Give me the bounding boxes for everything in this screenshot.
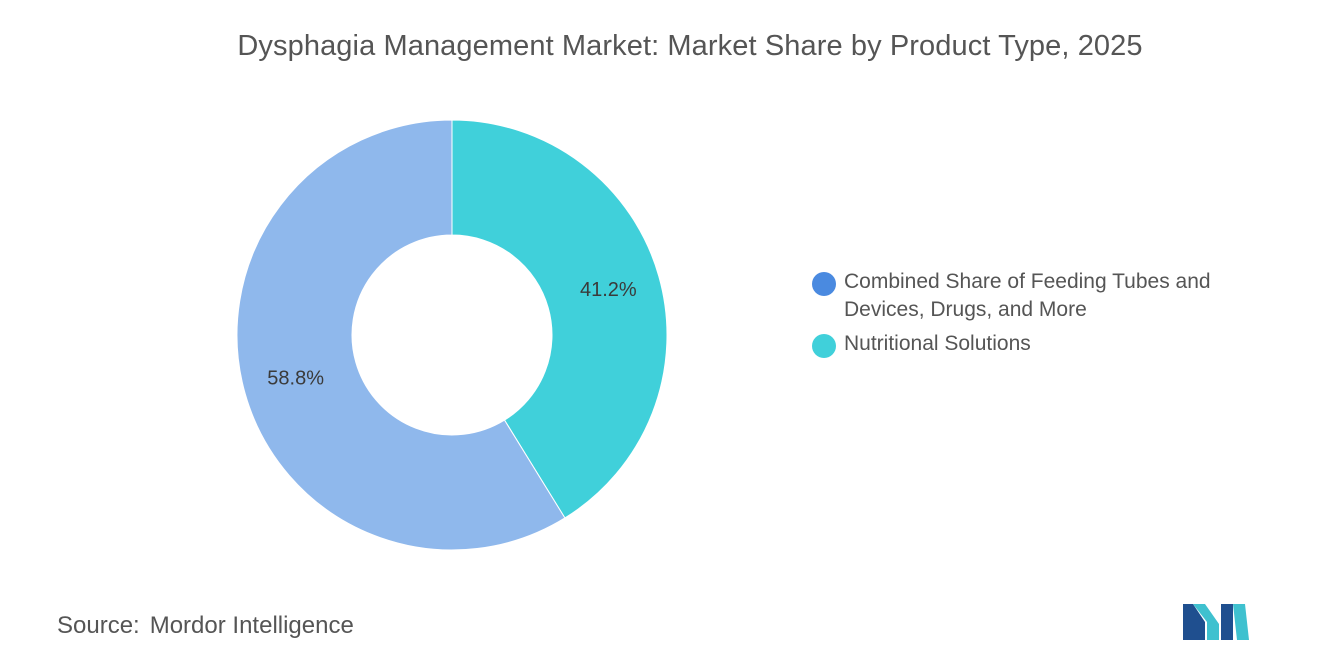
source-line: Source: Mordor Intelligence	[57, 612, 354, 640]
legend-swatch-nutritional-solutions	[812, 334, 836, 358]
legend-label-nutritional-solutions: Nutritional Solutions	[844, 332, 1031, 355]
source-key: Source:	[57, 612, 140, 639]
legend-item-nutritional-solutions: Nutritional Solutions	[812, 330, 1252, 358]
slice-feeding-tubes	[236, 119, 566, 551]
legend-label-feeding-tubes: Combined Share of Feeding Tubes and Devi…	[844, 270, 1211, 321]
mordor-intelligence-logo-icon	[1183, 604, 1249, 640]
slice-label-feeding-tubes: 58.8%	[267, 368, 324, 390]
source-value: Mordor Intelligence	[149, 612, 354, 639]
slice-nutritional-solutions	[451, 119, 668, 519]
legend-swatch-feeding-tubes	[812, 272, 836, 296]
chart-legend: Combined Share of Feeding Tubes and Devi…	[812, 268, 1252, 364]
slice-label-nutritional-solutions: 41.2%	[580, 279, 637, 301]
chart-title: Dysphagia Management Market: Market Shar…	[237, 30, 1143, 62]
legend-item-feeding-tubes: Combined Share of Feeding Tubes and Devi…	[812, 268, 1252, 324]
